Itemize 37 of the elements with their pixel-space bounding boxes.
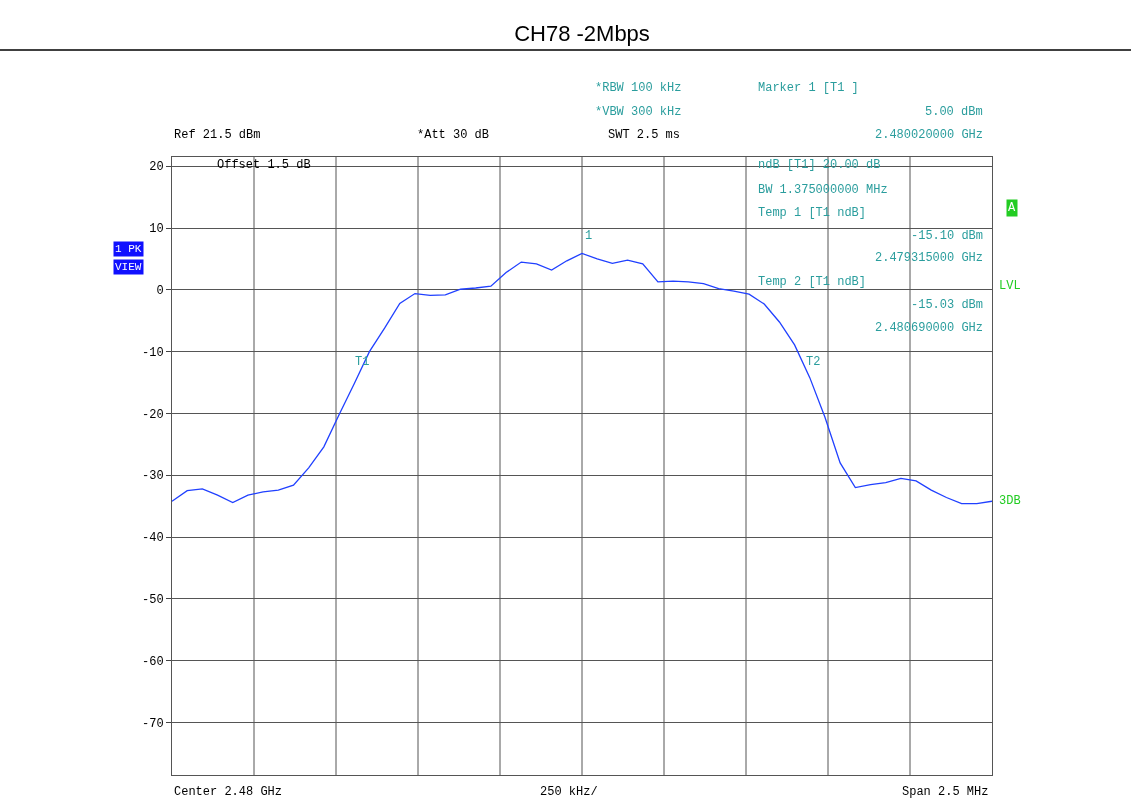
text: Marker 1 [T1 ] xyxy=(758,81,859,95)
annotation: T2 xyxy=(806,355,821,369)
line-series xyxy=(172,252,992,505)
text: *RBW 100 kHz xyxy=(595,81,682,95)
annotation: Temp 1 [T1 ndB] xyxy=(758,206,867,220)
annotation: 2.480690000 GHz xyxy=(875,321,984,335)
y-tick-label: -40 xyxy=(141,531,164,546)
text: SWT 2.5 ms xyxy=(608,128,681,142)
annotation: -15.10 dBm xyxy=(911,229,984,243)
text: Center 2.48 GHz xyxy=(174,785,283,799)
text: *Att 30 dB xyxy=(417,128,490,142)
text: 250 kHz/ xyxy=(540,785,598,799)
text: 1 PK xyxy=(115,243,142,255)
y-tick-label: -30 xyxy=(141,469,164,484)
text: A xyxy=(1008,201,1016,215)
y-tick-label: 20 xyxy=(149,160,164,175)
annotation: -15.03 dBm xyxy=(911,298,984,312)
annotation: 1 xyxy=(585,229,593,243)
y-tick-label: -10 xyxy=(141,345,164,360)
text: Ref 21.5 dBm xyxy=(174,128,261,142)
text: 3DB xyxy=(999,494,1021,508)
text: VIEW xyxy=(115,261,142,273)
text: *VBW 300 kHz xyxy=(595,105,682,119)
y-tick-label: 0 xyxy=(156,284,164,299)
annotation: Temp 2 [T1 ndB] xyxy=(758,275,867,289)
text: Span 2.5 MHz xyxy=(902,785,989,799)
y-tick-label: 10 xyxy=(149,222,164,237)
text: 2.480020000 GHz xyxy=(875,128,984,142)
y-tick-label: -50 xyxy=(141,593,164,608)
annotation: 2.479315000 GHz xyxy=(875,251,984,265)
annotation: BW 1.375000000 MHz xyxy=(758,183,888,197)
text: 5.00 dBm xyxy=(925,105,983,119)
y-tick-label: -20 xyxy=(141,407,164,422)
y-tick-label: -70 xyxy=(141,716,164,731)
chart-title: CH78 -2Mbps xyxy=(514,20,650,46)
text: LVL xyxy=(999,279,1021,293)
y-tick-label: -60 xyxy=(141,654,164,669)
